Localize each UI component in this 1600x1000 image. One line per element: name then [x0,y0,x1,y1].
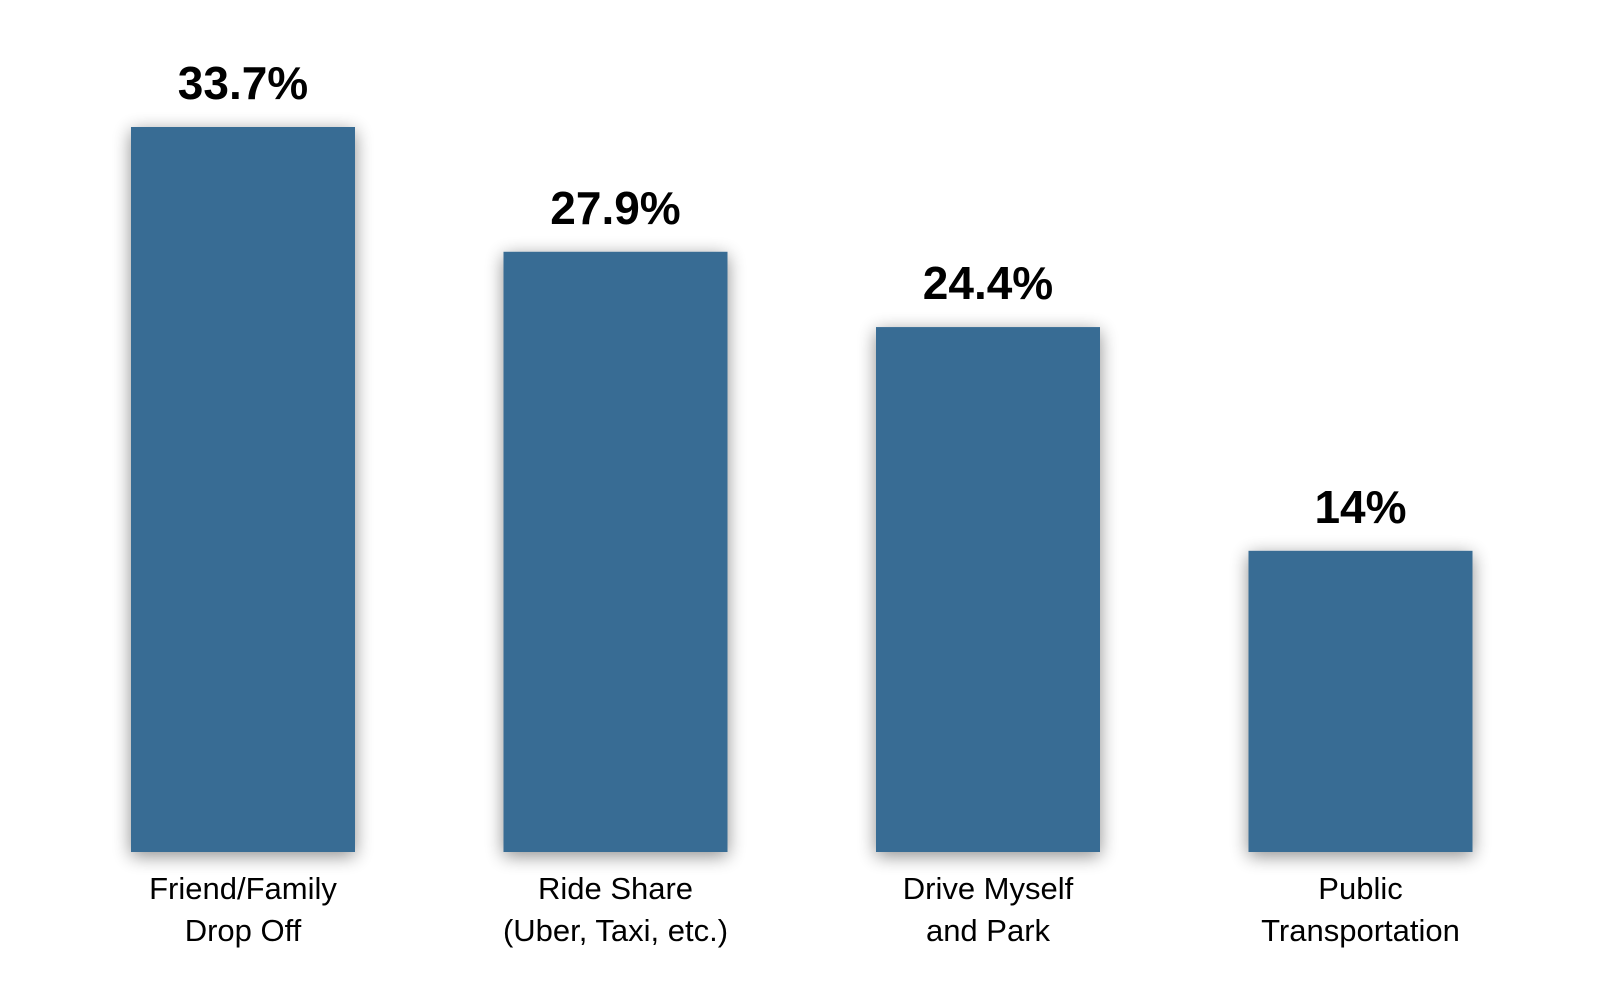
bar-3 [1248,550,1473,852]
value-label-0: 33.7% [178,57,308,109]
category-label-0: Friend/Family Drop Off [149,871,337,948]
bars-group [131,127,1473,852]
bar-1 [503,251,728,852]
value-label-2: 24.4% [923,257,1053,309]
category-labels-group: Friend/Family Drop Off Ride Share (Uber, Ta… [149,871,1460,948]
value-labels-group: 33.7% 27.9% 24.4% 14% [178,57,1407,533]
category-label-3: Public Transportation [1261,871,1460,948]
value-label-3: 14% [1314,481,1406,533]
bar-2 [876,327,1100,852]
category-label-line: Drop Off [185,913,302,948]
category-label-line: Public [1318,871,1402,906]
category-label-line: Drive Myself [903,871,1074,906]
category-label-line: Ride Share [538,871,693,906]
category-label-line: Transportation [1261,913,1460,948]
category-label-line: (Uber, Taxi, etc.) [503,913,728,948]
value-label-1: 27.9% [550,182,680,234]
category-label-line: and Park [926,913,1051,948]
category-label-line: Friend/Family [149,871,337,906]
category-label-1: Ride Share (Uber, Taxi, etc.) [503,871,728,948]
bar-0 [131,127,355,852]
category-label-2: Drive Myself and Park [903,871,1074,948]
